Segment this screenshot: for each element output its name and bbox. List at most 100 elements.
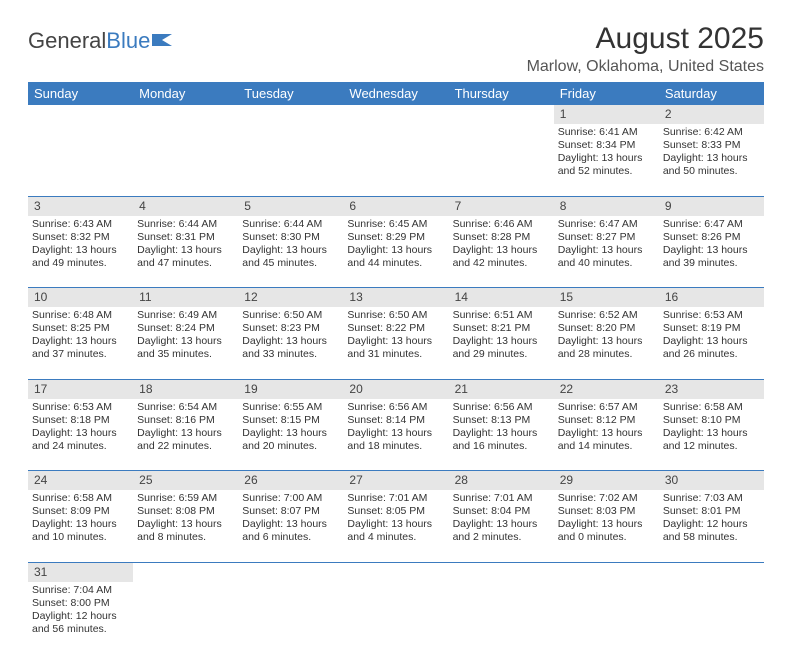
- sunrise-line: Sunrise: 7:04 AM: [32, 584, 129, 597]
- daylight-line: Daylight: 13 hours and 44 minutes.: [347, 244, 444, 270]
- day-cell: Sunrise: 7:00 AMSunset: 8:07 PMDaylight:…: [238, 490, 343, 562]
- daylight-line: Daylight: 13 hours and 52 minutes.: [558, 152, 655, 178]
- sunset-line: Sunset: 8:15 PM: [242, 414, 339, 427]
- day-number: [238, 105, 343, 124]
- day-number: 18: [133, 379, 238, 399]
- day-number: [133, 105, 238, 124]
- day-number: 23: [659, 379, 764, 399]
- calendar-header-row: SundayMondayTuesdayWednesdayThursdayFrid…: [28, 82, 764, 105]
- day-cell: Sunrise: 6:48 AMSunset: 8:25 PMDaylight:…: [28, 307, 133, 379]
- day-number: 3: [28, 196, 133, 216]
- detail-row: Sunrise: 6:53 AMSunset: 8:18 PMDaylight:…: [28, 399, 764, 471]
- day-cell: Sunrise: 6:58 AMSunset: 8:10 PMDaylight:…: [659, 399, 764, 471]
- daynum-row: 31: [28, 562, 764, 582]
- sunset-line: Sunset: 8:23 PM: [242, 322, 339, 335]
- day-cell: Sunrise: 6:42 AMSunset: 8:33 PMDaylight:…: [659, 124, 764, 196]
- day-cell: Sunrise: 7:03 AMSunset: 8:01 PMDaylight:…: [659, 490, 764, 562]
- sunset-line: Sunset: 8:31 PM: [137, 231, 234, 244]
- day-cell: [554, 582, 659, 654]
- day-cell: Sunrise: 6:49 AMSunset: 8:24 PMDaylight:…: [133, 307, 238, 379]
- sunrise-line: Sunrise: 6:53 AM: [663, 309, 760, 322]
- daylight-line: Daylight: 13 hours and 28 minutes.: [558, 335, 655, 361]
- day-number: 8: [554, 196, 659, 216]
- day-number: [659, 562, 764, 582]
- daylight-line: Daylight: 13 hours and 49 minutes.: [32, 244, 129, 270]
- sunrise-line: Sunrise: 6:46 AM: [453, 218, 550, 231]
- day-cell: Sunrise: 6:44 AMSunset: 8:30 PMDaylight:…: [238, 216, 343, 288]
- daylight-line: Daylight: 13 hours and 2 minutes.: [453, 518, 550, 544]
- day-cell: Sunrise: 6:46 AMSunset: 8:28 PMDaylight:…: [449, 216, 554, 288]
- day-header: Wednesday: [343, 82, 448, 105]
- day-number: 24: [28, 471, 133, 491]
- sunset-line: Sunset: 8:34 PM: [558, 139, 655, 152]
- sunset-line: Sunset: 8:22 PM: [347, 322, 444, 335]
- day-cell: Sunrise: 6:53 AMSunset: 8:18 PMDaylight:…: [28, 399, 133, 471]
- daylight-line: Daylight: 13 hours and 18 minutes.: [347, 427, 444, 453]
- day-cell: Sunrise: 6:58 AMSunset: 8:09 PMDaylight:…: [28, 490, 133, 562]
- day-cell: Sunrise: 6:47 AMSunset: 8:26 PMDaylight:…: [659, 216, 764, 288]
- day-cell: Sunrise: 7:01 AMSunset: 8:04 PMDaylight:…: [449, 490, 554, 562]
- day-cell: Sunrise: 6:53 AMSunset: 8:19 PMDaylight:…: [659, 307, 764, 379]
- sunrise-line: Sunrise: 7:02 AM: [558, 492, 655, 505]
- daylight-line: Daylight: 13 hours and 20 minutes.: [242, 427, 339, 453]
- day-cell: Sunrise: 6:44 AMSunset: 8:31 PMDaylight:…: [133, 216, 238, 288]
- day-number: [449, 562, 554, 582]
- day-cell: [238, 124, 343, 196]
- daylight-line: Daylight: 13 hours and 45 minutes.: [242, 244, 339, 270]
- detail-row: Sunrise: 6:41 AMSunset: 8:34 PMDaylight:…: [28, 124, 764, 196]
- day-number: 29: [554, 471, 659, 491]
- sunrise-line: Sunrise: 7:01 AM: [453, 492, 550, 505]
- sunset-line: Sunset: 8:12 PM: [558, 414, 655, 427]
- day-header: Saturday: [659, 82, 764, 105]
- day-number: 5: [238, 196, 343, 216]
- sunrise-line: Sunrise: 7:03 AM: [663, 492, 760, 505]
- day-cell: [449, 124, 554, 196]
- day-number: [343, 105, 448, 124]
- day-cell: Sunrise: 6:41 AMSunset: 8:34 PMDaylight:…: [554, 124, 659, 196]
- sunrise-line: Sunrise: 6:50 AM: [242, 309, 339, 322]
- daynum-row: 12: [28, 105, 764, 124]
- daylight-line: Daylight: 13 hours and 35 minutes.: [137, 335, 234, 361]
- day-cell: Sunrise: 6:56 AMSunset: 8:14 PMDaylight:…: [343, 399, 448, 471]
- daynum-row: 10111213141516: [28, 288, 764, 308]
- detail-row: Sunrise: 6:43 AMSunset: 8:32 PMDaylight:…: [28, 216, 764, 288]
- day-cell: Sunrise: 6:55 AMSunset: 8:15 PMDaylight:…: [238, 399, 343, 471]
- sunset-line: Sunset: 8:24 PM: [137, 322, 234, 335]
- sunrise-line: Sunrise: 6:42 AM: [663, 126, 760, 139]
- sunset-line: Sunset: 8:03 PM: [558, 505, 655, 518]
- day-number: [28, 105, 133, 124]
- day-number: 20: [343, 379, 448, 399]
- daylight-line: Daylight: 13 hours and 14 minutes.: [558, 427, 655, 453]
- daylight-line: Daylight: 13 hours and 42 minutes.: [453, 244, 550, 270]
- day-number: 12: [238, 288, 343, 308]
- day-cell: Sunrise: 6:51 AMSunset: 8:21 PMDaylight:…: [449, 307, 554, 379]
- daylight-line: Daylight: 13 hours and 50 minutes.: [663, 152, 760, 178]
- sunrise-line: Sunrise: 6:43 AM: [32, 218, 129, 231]
- sunrise-line: Sunrise: 6:44 AM: [242, 218, 339, 231]
- day-cell: [28, 124, 133, 196]
- daylight-line: Daylight: 13 hours and 0 minutes.: [558, 518, 655, 544]
- logo: GeneralBlue: [28, 28, 174, 54]
- day-number: 16: [659, 288, 764, 308]
- day-cell: Sunrise: 6:47 AMSunset: 8:27 PMDaylight:…: [554, 216, 659, 288]
- sunrise-line: Sunrise: 6:47 AM: [558, 218, 655, 231]
- day-cell: [238, 582, 343, 654]
- sunrise-line: Sunrise: 6:53 AM: [32, 401, 129, 414]
- day-number: 9: [659, 196, 764, 216]
- sunset-line: Sunset: 8:25 PM: [32, 322, 129, 335]
- sunset-line: Sunset: 8:07 PM: [242, 505, 339, 518]
- day-cell: [133, 582, 238, 654]
- sunset-line: Sunset: 8:13 PM: [453, 414, 550, 427]
- day-header: Tuesday: [238, 82, 343, 105]
- sunset-line: Sunset: 8:33 PM: [663, 139, 760, 152]
- sunrise-line: Sunrise: 6:58 AM: [32, 492, 129, 505]
- daylight-line: Daylight: 13 hours and 39 minutes.: [663, 244, 760, 270]
- day-number: 25: [133, 471, 238, 491]
- day-number: [238, 562, 343, 582]
- day-cell: [343, 582, 448, 654]
- daylight-line: Daylight: 12 hours and 56 minutes.: [32, 610, 129, 636]
- sunrise-line: Sunrise: 6:49 AM: [137, 309, 234, 322]
- sunset-line: Sunset: 8:05 PM: [347, 505, 444, 518]
- day-number: 21: [449, 379, 554, 399]
- sunrise-line: Sunrise: 6:48 AM: [32, 309, 129, 322]
